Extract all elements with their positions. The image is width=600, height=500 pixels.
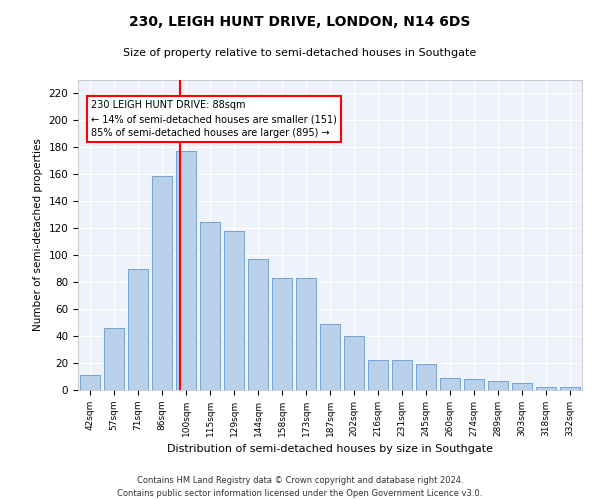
Bar <box>176 152 196 390</box>
Bar <box>368 360 388 390</box>
Bar <box>560 388 580 390</box>
Bar <box>152 176 172 390</box>
Bar <box>344 336 364 390</box>
Bar <box>512 384 532 390</box>
Bar <box>296 278 316 390</box>
Bar <box>248 260 268 390</box>
Bar <box>320 324 340 390</box>
Bar <box>416 364 436 390</box>
Text: Contains HM Land Registry data © Crown copyright and database right 2024.
Contai: Contains HM Land Registry data © Crown c… <box>118 476 482 498</box>
Bar <box>392 360 412 390</box>
Bar <box>440 378 460 390</box>
Bar <box>200 222 220 390</box>
Bar <box>464 379 484 390</box>
Bar <box>536 388 556 390</box>
X-axis label: Distribution of semi-detached houses by size in Southgate: Distribution of semi-detached houses by … <box>167 444 493 454</box>
Bar <box>80 375 100 390</box>
Y-axis label: Number of semi-detached properties: Number of semi-detached properties <box>33 138 43 332</box>
Text: 230 LEIGH HUNT DRIVE: 88sqm
← 14% of semi-detached houses are smaller (151)
85% : 230 LEIGH HUNT DRIVE: 88sqm ← 14% of sem… <box>91 100 337 138</box>
Text: Size of property relative to semi-detached houses in Southgate: Size of property relative to semi-detach… <box>124 48 476 58</box>
Bar <box>272 278 292 390</box>
Bar <box>128 268 148 390</box>
Bar <box>104 328 124 390</box>
Bar <box>224 231 244 390</box>
Bar <box>488 380 508 390</box>
Text: 230, LEIGH HUNT DRIVE, LONDON, N14 6DS: 230, LEIGH HUNT DRIVE, LONDON, N14 6DS <box>130 15 470 29</box>
